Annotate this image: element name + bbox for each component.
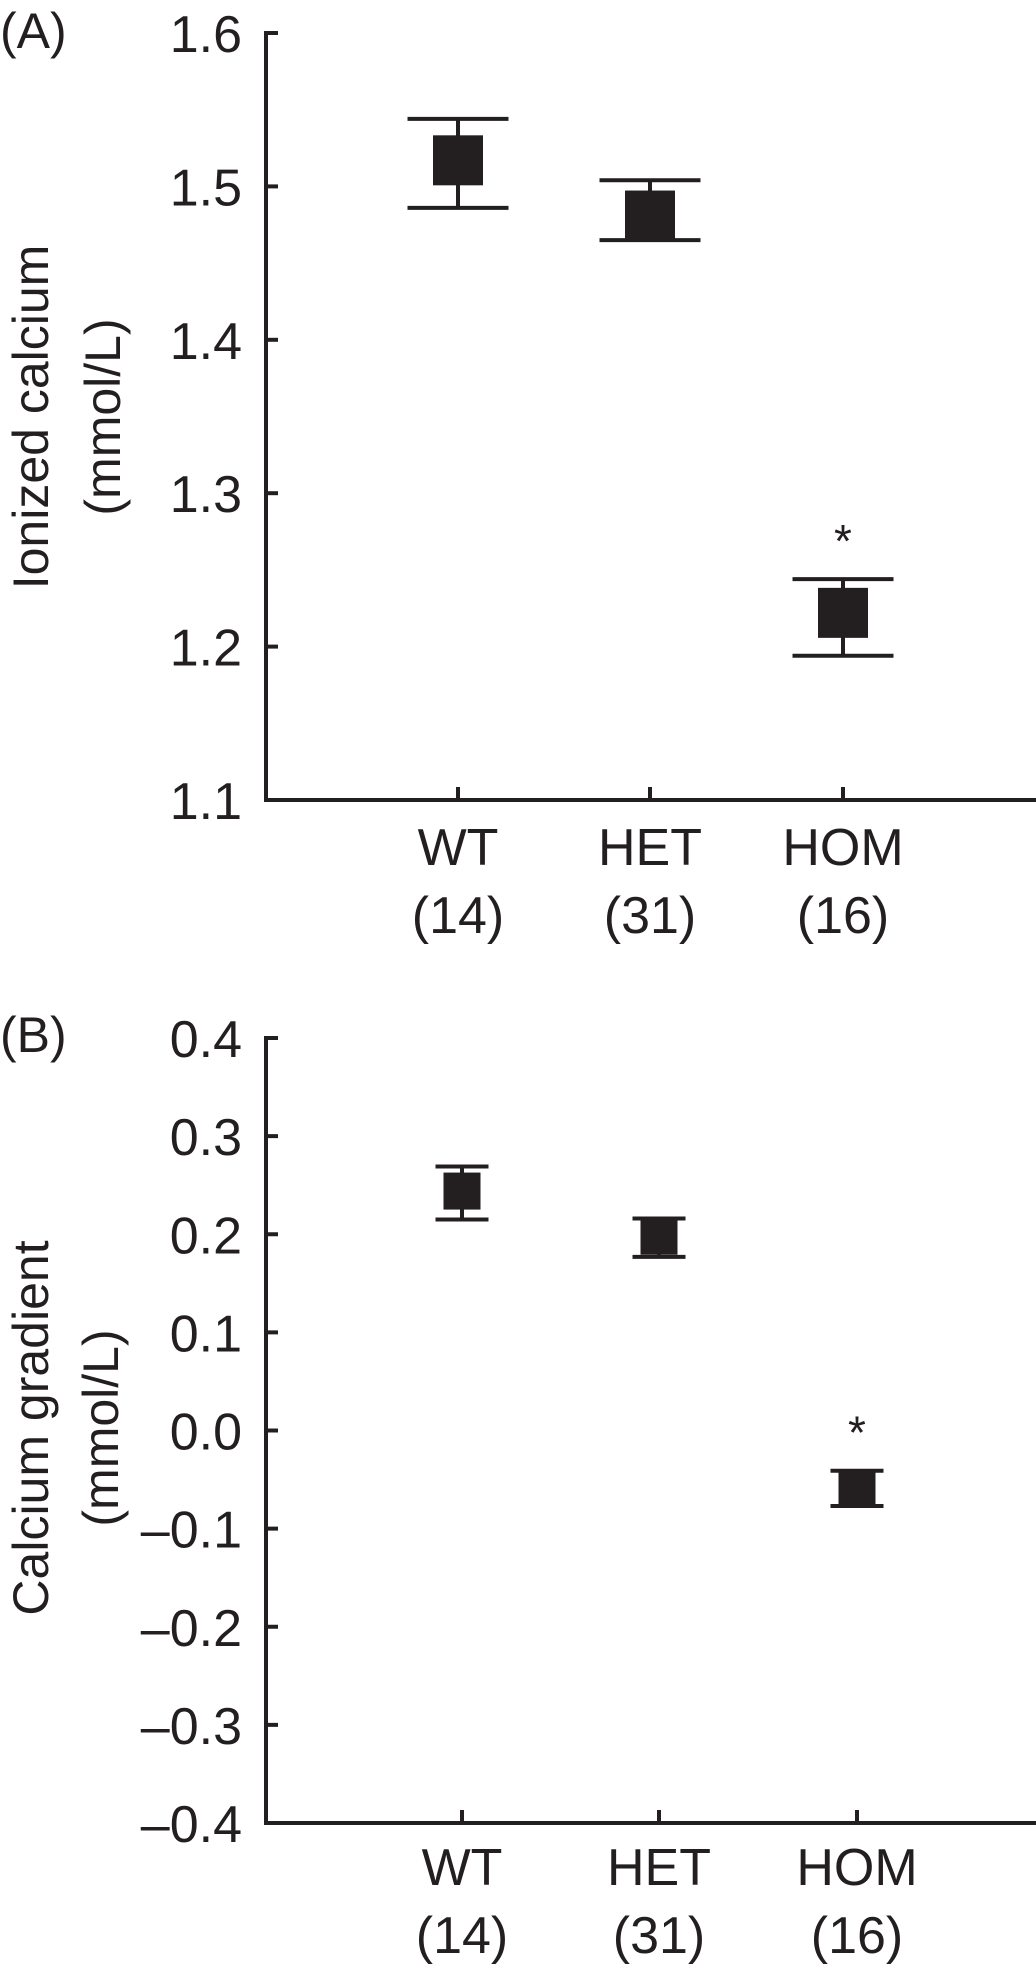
x-tick-n-wt: (14) [412,887,504,945]
x-tick-n-hom: (16) [797,887,889,945]
y-tick-label: 1.5 [170,159,242,217]
y-tick-label: –0.1 [141,1502,242,1560]
x-tick-n-het: (31) [604,887,696,945]
y-tick-label: –0.3 [141,1698,242,1756]
x-tick-label-wt: WT [422,1839,503,1897]
data-point-hom [818,587,868,638]
panel-b: (B) Calcium gradient (mmol/L) 0.4 0.3 0.2 0.1 0… [0,1007,1036,1965]
y-tick-label: 0.3 [170,1109,242,1167]
data-point-het [640,1217,678,1255]
x-tick-label-het: HET [598,819,702,877]
y-axis-title: Calcium gradient (mmol/L) [3,1240,129,1615]
y-tick-label: 0.2 [170,1207,242,1265]
y-axis-title-line1: Calcium gradient [3,1240,59,1615]
data-point-het [625,190,675,241]
y-tick-label: 1.1 [170,773,242,831]
significance-asterisk: * [834,515,852,567]
y-tick-label: 1.6 [170,6,242,64]
y-axis-title: Ionized calcium (mmol/L) [3,245,131,590]
x-tick-n-hom: (16) [811,1907,903,1965]
x-tick-label-het: HET [607,1839,711,1897]
y-tick-label: 0.0 [170,1404,242,1462]
y-tick-label: 1.3 [170,466,242,524]
panel-a: (A) Ionized calcium (mmol/L) 1.6 1.5 1.4 1.3 1.… [0,3,1036,945]
y-tick-label: 0.1 [170,1305,242,1363]
y-axis-title-line2: (mmol/L) [73,1329,129,1526]
data-point-wt [443,1172,481,1210]
x-tick-label-hom: HOM [782,819,903,877]
y-tick-label: 0.4 [170,1011,242,1069]
y-tick-label: –0.2 [141,1600,242,1658]
x-tick-label-hom: HOM [796,1839,917,1897]
y-axis-title-line2: (mmol/L) [75,318,131,515]
y-axis-title-line1: Ionized calcium [3,245,59,590]
y-tick-label: 1.2 [170,620,242,678]
y-tick-label: 1.4 [170,313,242,371]
data-point-hom [838,1469,876,1507]
panel-label: (B) [0,1007,67,1063]
data-point-wt [433,135,483,186]
x-tick-n-wt: (14) [416,1907,508,1965]
x-tick-label-wt: WT [418,819,499,877]
significance-asterisk: * [848,1407,866,1459]
y-tick-label: –0.4 [141,1796,242,1854]
x-tick-n-het: (31) [613,1907,705,1965]
panel-label: (A) [0,3,67,59]
